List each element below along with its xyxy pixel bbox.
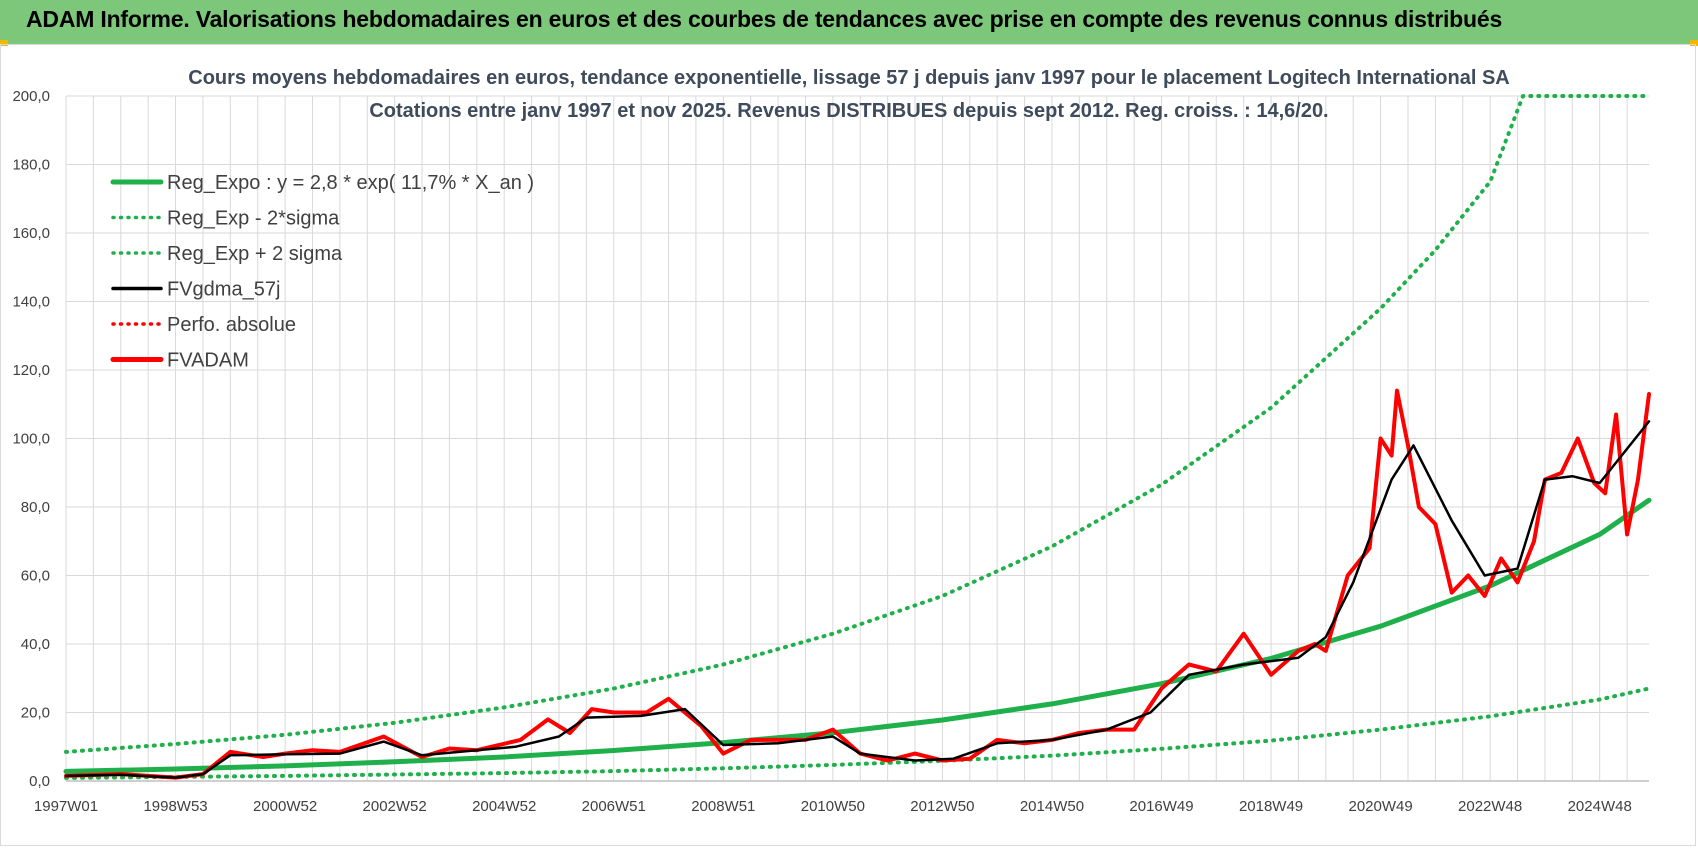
x-tick-label: 2014W50 [1020, 798, 1084, 815]
y-tick-label: 60,0 [21, 568, 50, 585]
x-tick-label: 2006W51 [582, 798, 646, 815]
header-bar [0, 0, 1698, 44]
x-tick-label: 2008W51 [691, 798, 755, 815]
x-tick-label: 2020W49 [1348, 798, 1412, 815]
y-tick-label: 140,0 [12, 294, 50, 311]
grid [65, 95, 1649, 782]
chart: Cours moyens hebdomadaires en euros, ten… [12, 67, 1652, 815]
reg-exp-plus-2sigma-line [64, 94, 1651, 754]
x-axis: 1997W01 1998W53 2000W52 2002W52 2004W52 2006W… [34, 798, 1632, 815]
x-tick-label: 2012W50 [910, 798, 974, 815]
legend: Reg_Expo : y = 2,8 * exp( 11,7% * X_an )… [110, 172, 534, 372]
x-tick-label: 2022W48 [1458, 798, 1522, 815]
corner-marker-left [0, 40, 8, 46]
legend-label: FVgdma_57j [167, 279, 280, 301]
x-tick-label: 2018W49 [1239, 798, 1303, 815]
chart-frame: Cours moyens hebdomadaires en euros, ten… [0, 44, 1696, 846]
y-axis: 0,0 20,0 40,0 60,0 80,0 100,0 120,0 140,0 160,0 1… [12, 88, 50, 790]
chart-title-line-2: Cotations entre janv 1997 et nov 2025. R… [369, 100, 1328, 122]
legend-label: Perfo. absolue [167, 314, 296, 336]
x-tick-label: 2000W52 [253, 798, 317, 815]
corner-marker-right [1690, 40, 1698, 46]
y-tick-label: 100,0 [12, 431, 50, 448]
y-tick-label: 200,0 [12, 88, 50, 105]
fvgdma-57j-line [64, 420, 1651, 779]
x-tick-label: 2004W52 [472, 798, 536, 815]
x-tick-label: 1998W53 [143, 798, 207, 815]
page-title: ADAM Informe. Valorisations hebdomadaire… [26, 6, 1503, 32]
y-tick-label: 160,0 [12, 225, 50, 242]
series-layer [63, 94, 1652, 780]
y-tick-label: 20,0 [21, 705, 50, 722]
legend-label: Reg_Exp - 2*sigma [167, 208, 340, 230]
y-tick-label: 180,0 [12, 157, 50, 174]
x-tick-label: 2002W52 [363, 798, 427, 815]
reg-expo-line [63, 497, 1652, 774]
legend-label: FVADAM [167, 350, 249, 372]
y-tick-label: 120,0 [12, 362, 50, 379]
y-tick-label: 0,0 [29, 773, 50, 790]
x-tick-label: 1997W01 [34, 798, 98, 815]
chart-title-line-1: Cours moyens hebdomadaires en euros, ten… [188, 67, 1510, 89]
legend-label: Reg_Exp + 2 sigma [167, 243, 343, 265]
legend-label: Reg_Expo : y = 2,8 * exp( 11,7% * X_an ) [167, 172, 534, 194]
y-tick-label: 40,0 [21, 636, 50, 653]
x-tick-label: 2016W49 [1129, 798, 1193, 815]
reg-exp-minus-2sigma-line [64, 686, 1651, 780]
y-tick-label: 80,0 [21, 499, 50, 516]
x-tick-label: 2010W50 [801, 798, 865, 815]
x-tick-label: 2024W48 [1568, 798, 1632, 815]
